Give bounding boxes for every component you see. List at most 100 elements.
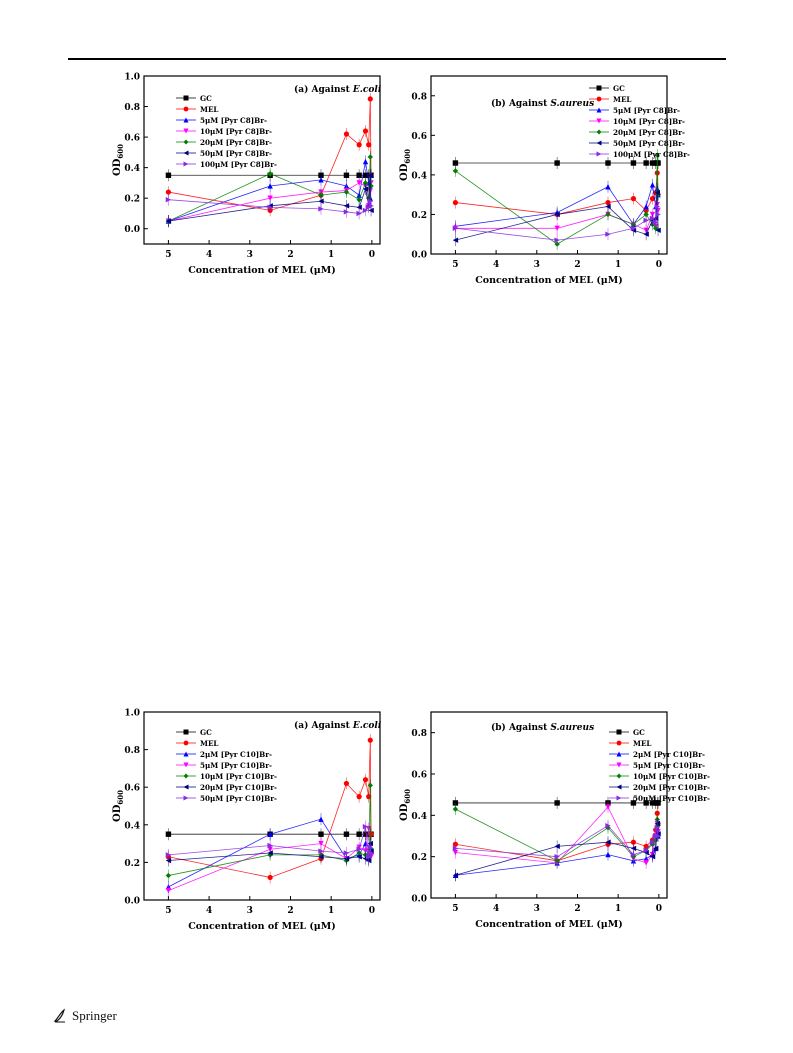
data-point: [343, 172, 350, 178]
data-point: [452, 845, 459, 852]
x-tick-label: 3: [247, 250, 253, 260]
chart-ecoli-c10: 0.0 0.2 0.4 0.6 0.8 1.0 5 4 3 2 1 0 Concentration of…: [112, 709, 382, 933]
data-point: [362, 180, 369, 186]
legend-marker: [616, 751, 622, 757]
y-axis-label-subscript: 600: [116, 144, 125, 159]
legend-label: MEL: [200, 739, 219, 748]
data-point: [368, 850, 374, 856]
data-point: [318, 192, 324, 198]
data-point: [362, 186, 369, 192]
legend-marker: [596, 96, 602, 102]
data-point: [452, 225, 459, 231]
y-tick-label: 0.6: [124, 134, 140, 144]
legend-label: 5μM [Pyr C10]Br-: [633, 761, 705, 770]
chart-saureus-c10: 0.0 0.2 0.4 0.6 0.8 5 4 3 2 1 0 Concentration of ME…: [399, 711, 710, 930]
data-point: [165, 887, 172, 894]
data-point: [318, 206, 324, 212]
x-tick-label: 4: [493, 904, 499, 914]
data-point: [643, 160, 649, 166]
legend-marker: [596, 107, 602, 113]
data-point: [554, 800, 560, 806]
chart-title-organism: S.aureus: [550, 723, 594, 733]
legend-label: 20μM [Pyr C8]Br-: [200, 138, 272, 147]
legend-marker: [183, 729, 189, 735]
data-point: [318, 840, 324, 847]
data-point: [452, 800, 459, 806]
x-tick-label: 1: [328, 906, 334, 916]
legend-label: 5μM [Pyr C8]Br-: [200, 116, 267, 125]
data-point: [655, 833, 661, 839]
data-point: [356, 854, 362, 860]
chart-title-organism: E.coli: [352, 721, 382, 731]
x-tick-label: 2: [574, 260, 580, 270]
data-point: [343, 131, 350, 137]
data-point: [365, 825, 372, 832]
y-tick-label: 0.4: [124, 164, 140, 174]
legend-label: 100μM [Pyr C8]Br-: [613, 150, 690, 159]
legend-label: 50μM [Pyr C8]Br-: [200, 149, 272, 158]
data-point: [165, 218, 172, 224]
legend-label: 10μM [Pyr C10]Br-: [200, 772, 277, 781]
data-point: [362, 823, 369, 830]
chart-title: (a) Against E.coli: [294, 84, 382, 95]
series-line: [455, 808, 659, 862]
legend-label: GC: [613, 84, 625, 93]
data-point: [452, 237, 459, 243]
x-tick-label: 4: [206, 906, 212, 916]
legend-marker: [616, 740, 622, 746]
legend-marker: [183, 773, 189, 779]
data-point: [165, 189, 172, 195]
x-axis-label: Concentration of MEL (μM): [475, 275, 623, 286]
data-point: [630, 800, 637, 806]
x-tick-label: 2: [287, 906, 293, 916]
data-point: [643, 231, 649, 237]
y-tick-label: 0.2: [124, 859, 140, 869]
chart-title-text: (a) Against: [294, 720, 353, 731]
y-axis-label: OD600: [399, 789, 412, 821]
data-point: [654, 189, 660, 196]
legend-marker: [183, 95, 189, 101]
x-tick-label: 5: [452, 904, 458, 914]
data-point: [318, 177, 324, 183]
data-point: [165, 831, 172, 837]
data-point: [366, 142, 372, 148]
data-point: [362, 840, 369, 847]
legend-label: MEL: [613, 95, 632, 104]
y-tick-label: 1.0: [124, 73, 140, 83]
y-tick-label: 0.0: [124, 897, 140, 907]
legend-label: 10μM [Pyr C8]Br-: [200, 127, 272, 136]
y-axis-label: OD600: [112, 790, 125, 822]
chart-title-text: (b) Against: [491, 722, 550, 733]
legend-marker: [183, 150, 189, 156]
data-point: [267, 831, 273, 837]
data-point: [356, 846, 362, 852]
legend-label: GC: [200, 94, 212, 103]
x-tick-label: 4: [493, 260, 499, 270]
legend-marker: [183, 751, 189, 757]
x-tick-label: 3: [534, 260, 540, 270]
data-point: [267, 204, 273, 211]
data-point: [452, 872, 459, 878]
legend-label: GC: [633, 728, 645, 737]
legend-label: 50μM [Pyr C10]Br-: [200, 794, 277, 803]
series-line: [455, 813, 659, 862]
data-point: [655, 160, 661, 166]
legend-label: 5μM [Pyr C8]Br-: [613, 106, 680, 115]
data-point: [165, 852, 172, 858]
legend-marker: [596, 85, 602, 91]
data-point: [356, 197, 362, 203]
data-point: [367, 198, 373, 204]
y-tick-label: 0.2: [124, 195, 140, 205]
legend-marker: [183, 161, 189, 167]
chart-title-text: (b) Against: [491, 98, 550, 109]
x-tick-label: 5: [452, 260, 458, 270]
x-tick-label: 5: [165, 250, 171, 260]
data-point: [605, 839, 611, 845]
legend-label: 50μM [Pyr C8]Br-: [613, 139, 685, 148]
x-axis-label: Concentration of MEL (μM): [188, 265, 336, 276]
legend-marker: [183, 117, 189, 123]
data-point: [630, 160, 637, 166]
data-point: [605, 804, 611, 810]
y-tick-label: 0.8: [411, 92, 427, 102]
x-tick-label: 5: [165, 906, 171, 916]
